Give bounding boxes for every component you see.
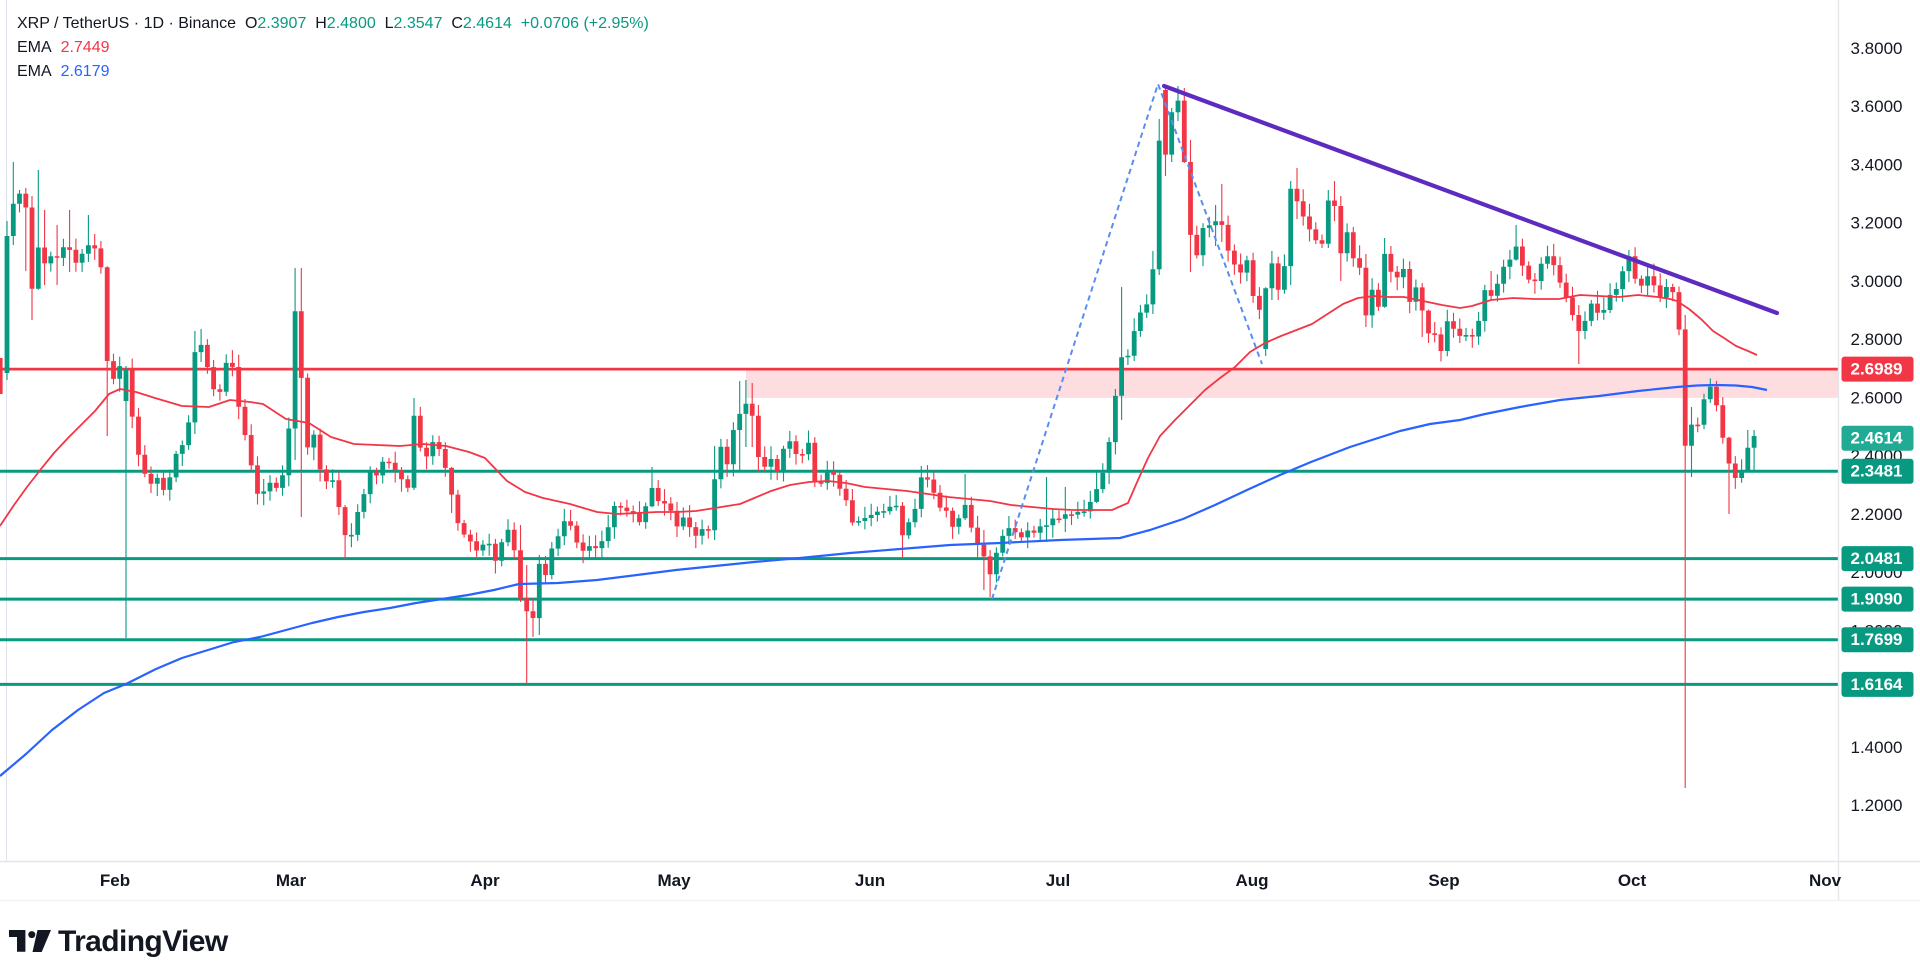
svg-text:2.2000: 2.2000 [1851, 505, 1903, 524]
svg-text:Oct: Oct [1618, 871, 1647, 890]
svg-text:1.6164: 1.6164 [1851, 675, 1904, 694]
svg-text:1.7699: 1.7699 [1851, 630, 1903, 649]
svg-text:Feb: Feb [100, 871, 130, 890]
svg-text:2.6000: 2.6000 [1851, 388, 1903, 407]
svg-text:3.6000: 3.6000 [1851, 97, 1903, 116]
svg-text:EMA 2.7449: EMA 2.7449 [17, 39, 110, 56]
svg-text:Mar: Mar [276, 871, 307, 890]
svg-text:3.4000: 3.4000 [1851, 155, 1903, 174]
svg-text:3.2000: 3.2000 [1851, 214, 1903, 233]
svg-text:2.8000: 2.8000 [1851, 330, 1903, 349]
svg-text:XRP / TetherUS · 1D · Binance: XRP / TetherUS · 1D · Binance O2.3907 H2… [17, 15, 649, 32]
svg-text:3.0000: 3.0000 [1851, 272, 1903, 291]
svg-text:Jul: Jul [1046, 871, 1071, 890]
svg-text:Sep: Sep [1428, 871, 1459, 890]
svg-text:May: May [657, 871, 691, 890]
svg-text:EMA 2.6179: EMA 2.6179 [17, 63, 110, 80]
svg-text:2.0481: 2.0481 [1851, 549, 1903, 568]
svg-text:1.2000: 1.2000 [1851, 796, 1903, 815]
svg-text:2.3481: 2.3481 [1851, 462, 1903, 481]
svg-text:Nov: Nov [1809, 871, 1842, 890]
svg-text:Jun: Jun [855, 871, 885, 890]
svg-text:1.4000: 1.4000 [1851, 738, 1903, 757]
svg-text:1.9090: 1.9090 [1851, 590, 1903, 609]
svg-text:2.4614: 2.4614 [1851, 429, 1904, 448]
svg-text:3.8000: 3.8000 [1851, 39, 1903, 58]
svg-text:Apr: Apr [470, 871, 500, 890]
svg-text:2.6989: 2.6989 [1851, 360, 1903, 379]
svg-text:Aug: Aug [1235, 871, 1268, 890]
svg-text:TradingView: TradingView [58, 925, 229, 958]
